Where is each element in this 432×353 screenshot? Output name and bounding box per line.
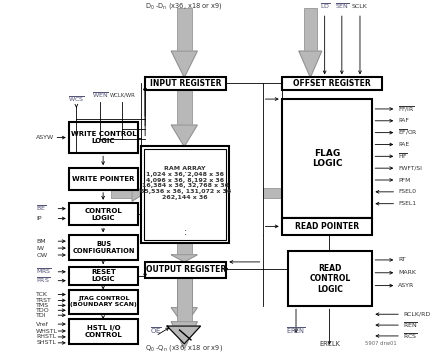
Text: :: :	[184, 165, 187, 175]
Text: Vref: Vref	[36, 322, 49, 327]
Text: RAM ARRAY
1,024 x 36, 2,048 x 36
4,096 x 36, 8,192 x 36
16,384 x 36, 32,768 x 36: RAM ARRAY 1,024 x 36, 2,048 x 36 4,096 x…	[140, 166, 231, 200]
Polygon shape	[172, 125, 197, 146]
Text: RT: RT	[398, 257, 406, 262]
Text: D$_0$ -D$_n$ (x36, x18 or x9): D$_0$ -D$_n$ (x36, x18 or x9)	[145, 1, 223, 11]
Text: $\overline{\rm BE}$: $\overline{\rm BE}$	[36, 204, 47, 213]
Bar	[177, 278, 192, 322]
Text: $\overline{\rm REN}$: $\overline{\rm REN}$	[403, 321, 418, 330]
Bar	[69, 168, 138, 190]
Text: RHSTL: RHSTL	[36, 334, 57, 340]
Text: IP: IP	[36, 216, 42, 221]
Bar	[69, 289, 138, 314]
Bar	[145, 262, 226, 278]
Polygon shape	[132, 185, 145, 201]
Text: $\overline{\rm WCS}$: $\overline{\rm WCS}$	[68, 95, 85, 104]
Polygon shape	[299, 51, 322, 77]
Text: FSEL0: FSEL0	[398, 189, 416, 195]
Bar	[304, 8, 317, 51]
Text: $\overline{\rm LD}$: $\overline{\rm LD}$	[320, 2, 330, 11]
Text: WRITE CONTROL
LOGIC: WRITE CONTROL LOGIC	[71, 131, 137, 144]
Text: IW: IW	[36, 246, 44, 251]
Text: OUTPUT REGISTER: OUTPUT REGISTER	[146, 265, 226, 274]
Text: $\overline{\rm SEN}$: $\overline{\rm SEN}$	[334, 2, 349, 11]
Text: READ
CONTROL
LOGIC: READ CONTROL LOGIC	[310, 264, 351, 294]
Bar	[144, 149, 226, 240]
Bar	[177, 278, 192, 308]
Text: PAF: PAF	[398, 118, 409, 123]
Bar	[69, 122, 138, 153]
Bar	[145, 77, 226, 90]
Text: READ POINTER: READ POINTER	[295, 222, 359, 231]
Text: $\overline{\rm EF}$/OR: $\overline{\rm EF}$/OR	[398, 128, 418, 137]
Bar	[177, 243, 192, 255]
Polygon shape	[172, 51, 197, 77]
Bar	[289, 251, 372, 306]
Text: OFFSET REGISTER: OFFSET REGISTER	[293, 79, 371, 88]
Bar	[282, 217, 372, 235]
Text: TCK: TCK	[36, 292, 48, 297]
Bar	[111, 188, 132, 198]
Bar	[282, 99, 372, 217]
Text: $\overline{\rm WEN}$: $\overline{\rm WEN}$	[92, 90, 109, 100]
Text: BUS
CONFIGURATION: BUS CONFIGURATION	[72, 241, 135, 254]
Bar	[177, 90, 192, 125]
Bar	[141, 146, 229, 243]
Text: TDO: TDO	[36, 308, 50, 313]
Text: 5907 drw01: 5907 drw01	[365, 341, 396, 346]
Text: PAE: PAE	[398, 142, 409, 147]
Text: FWFT/SI: FWFT/SI	[398, 166, 422, 170]
Text: JTAG CONTROL
(BOUNDARY SCAN): JTAG CONTROL (BOUNDARY SCAN)	[70, 297, 137, 307]
Bar	[263, 188, 283, 198]
Text: BM: BM	[36, 239, 46, 244]
Text: CONTROL
LOGIC: CONTROL LOGIC	[85, 208, 123, 221]
Text: TMS: TMS	[36, 303, 49, 308]
Text: PFM: PFM	[398, 178, 410, 183]
Polygon shape	[172, 308, 197, 326]
Text: $\overline{\rm FF}$/$\overline{\rm IR}$: $\overline{\rm FF}$/$\overline{\rm IR}$	[398, 104, 415, 114]
Text: $\overline{\rm OE}$: $\overline{\rm OE}$	[149, 326, 162, 336]
Text: INPUT REGISTER: INPUT REGISTER	[150, 79, 222, 88]
Bar	[177, 8, 192, 51]
Text: ERCLK: ERCLK	[319, 341, 340, 347]
Text: $\overline{\rm EREN}$: $\overline{\rm EREN}$	[286, 326, 306, 336]
Text: Q$_0$ -Q$_n$ (x36, x18 or x9): Q$_0$ -Q$_n$ (x36, x18 or x9)	[145, 343, 223, 353]
Text: WCLK/WR: WCLK/WR	[109, 92, 135, 98]
Text: WRITE POINTER: WRITE POINTER	[72, 176, 135, 182]
Bar	[282, 77, 382, 90]
Text: $\overline{\rm RCS}$: $\overline{\rm RCS}$	[403, 331, 418, 341]
Text: SCLK: SCLK	[352, 4, 368, 9]
Bar	[69, 319, 138, 344]
Text: TRST: TRST	[36, 298, 52, 303]
Polygon shape	[172, 255, 197, 262]
Text: ASYR: ASYR	[398, 283, 414, 288]
Text: HSTL I/O
CONTROL: HSTL I/O CONTROL	[85, 325, 123, 338]
Bar	[69, 267, 138, 285]
Text: FLAG
LOGIC: FLAG LOGIC	[312, 149, 342, 168]
Text: ASYW: ASYW	[36, 135, 54, 140]
Bar	[69, 235, 138, 260]
Text: :: :	[184, 227, 187, 237]
Polygon shape	[167, 326, 200, 344]
Text: $\overline{\rm PRS}$: $\overline{\rm PRS}$	[36, 276, 51, 285]
Text: SHSTL: SHSTL	[36, 340, 56, 345]
Polygon shape	[283, 185, 296, 201]
Polygon shape	[172, 322, 197, 349]
Text: TDI: TDI	[36, 313, 47, 318]
Text: MARK: MARK	[398, 270, 416, 275]
Text: WHSTL: WHSTL	[36, 329, 58, 334]
Bar	[69, 203, 138, 226]
Text: RESET
LOGIC: RESET LOGIC	[91, 269, 116, 282]
Text: OW: OW	[36, 252, 48, 257]
Text: RCLK/RD: RCLK/RD	[403, 312, 430, 317]
Text: $\overline{\rm HF}$: $\overline{\rm HF}$	[398, 152, 408, 161]
Text: $\overline{\rm MRS}$: $\overline{\rm MRS}$	[36, 267, 52, 276]
Text: FSEL1: FSEL1	[398, 201, 416, 206]
